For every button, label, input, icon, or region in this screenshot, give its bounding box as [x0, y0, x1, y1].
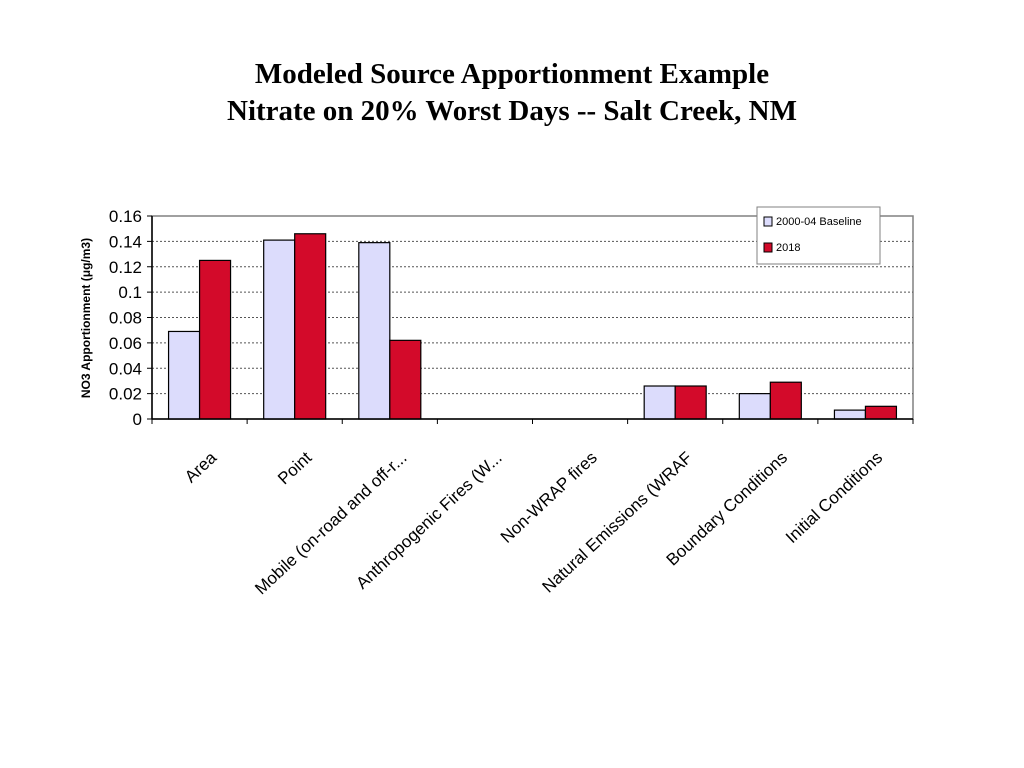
x-category-label: Non-WRAP fires: [497, 448, 601, 547]
x-category-label: Point: [274, 448, 315, 489]
y-axis-title: NO3 Apportionment (μg/m3): [79, 238, 93, 398]
x-category-label: Mobile (on-road and off-r...: [251, 448, 410, 598]
y-tick-label: 0.12: [109, 258, 142, 277]
legend-swatch: [763, 242, 773, 253]
bar-baseline: [358, 242, 391, 420]
bar-future: [294, 233, 327, 420]
title-line-2: Nitrate on 20% Worst Days -- Salt Creek,…: [227, 95, 797, 127]
legend-label: 2000-04 Baseline: [776, 216, 862, 228]
y-tick-label: 0.06: [109, 334, 142, 353]
y-tick-label: 0.02: [109, 385, 142, 404]
bar-future: [198, 259, 232, 420]
legend: 2000-04 Baseline 2018: [756, 206, 881, 265]
slide-title: Modeled Source Apportionment Example Nit…: [0, 56, 1024, 130]
bar-baseline: [833, 409, 867, 420]
bar-future: [769, 381, 802, 420]
title-line-1: Modeled Source Apportionment Example: [254, 58, 770, 90]
x-category-label: Initial Conditions: [782, 448, 886, 547]
bar-baseline: [643, 385, 676, 420]
legend-box: [756, 206, 881, 265]
x-category-label: Natural Emissions (WRAF: [539, 448, 696, 597]
y-tick-label: 0.08: [109, 309, 142, 328]
y-tick-label: 0: [133, 410, 142, 429]
x-category-label: Area: [181, 448, 221, 487]
bar-future: [389, 339, 422, 420]
legend-label: 2018: [776, 242, 800, 254]
bars: [167, 233, 898, 420]
bar-baseline: [263, 239, 296, 420]
bar-future: [864, 405, 898, 420]
bar-baseline: [167, 330, 201, 420]
y-tick-label: 0.1: [118, 283, 142, 302]
bar-future: [674, 385, 707, 420]
y-tick-label: 0.04: [109, 359, 142, 378]
axes: [147, 215, 914, 424]
y-tick-label: 0.14: [109, 232, 142, 251]
y-tick-label: 0.16: [109, 207, 142, 226]
legend-swatch: [763, 216, 773, 227]
bar-baseline: [738, 393, 771, 420]
